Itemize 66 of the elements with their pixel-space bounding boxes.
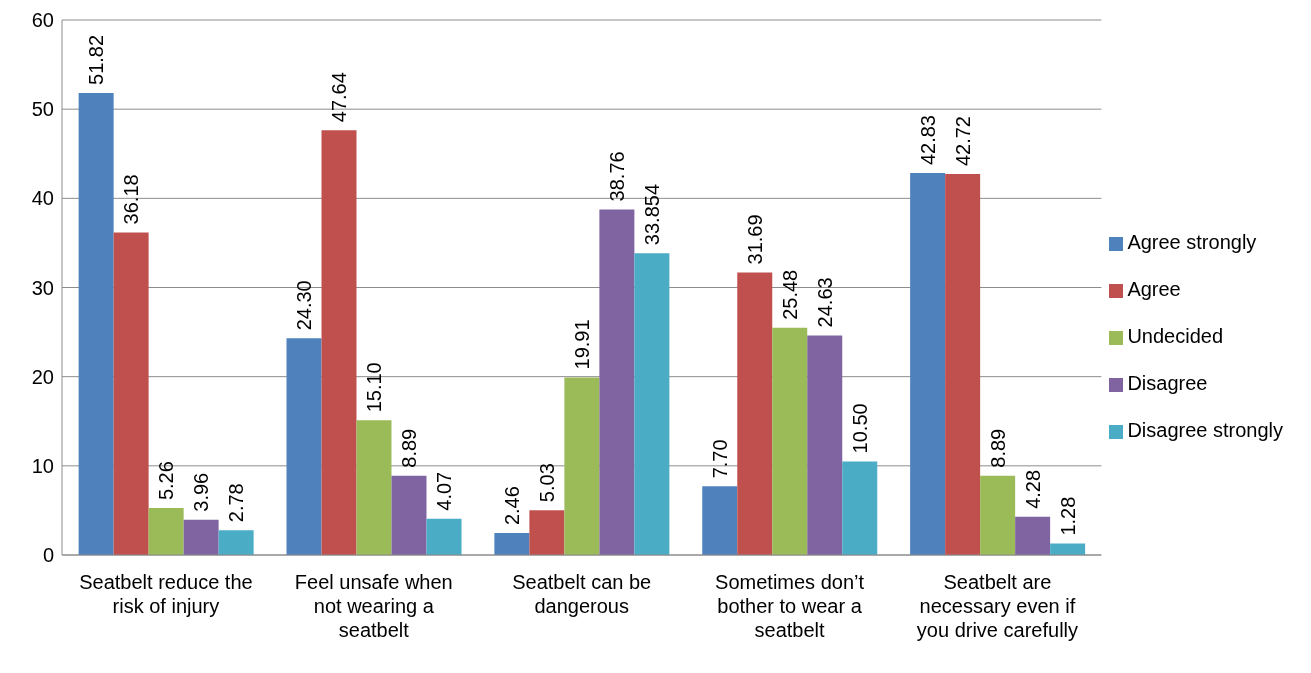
data-label: 42.83 [916, 115, 939, 166]
data-label: 1.28 [1056, 496, 1079, 536]
x-tick-label: Sometimes don’t bother to wear a seatbelt [715, 571, 865, 641]
legend-label: Disagree strongly [1127, 419, 1283, 441]
legend-label: Agree [1127, 278, 1181, 300]
data-label: 4.28 [1021, 469, 1044, 509]
bar [529, 510, 565, 555]
data-label: 19.91 [570, 319, 593, 370]
bar [321, 130, 357, 555]
data-label: 31.69 [743, 214, 766, 265]
y-tick-label: 20 [31, 365, 54, 388]
data-label: 5.03 [535, 463, 558, 503]
bar [356, 420, 392, 555]
y-tick-label: 0 [42, 544, 54, 567]
bar [772, 327, 808, 555]
data-label: 8.89 [398, 428, 421, 468]
bar [634, 253, 670, 555]
bar [1015, 516, 1051, 555]
y-tick-label: 10 [31, 454, 54, 477]
data-label: 25.48 [778, 269, 801, 320]
bar [980, 475, 1016, 555]
data-label: 7.70 [708, 439, 731, 479]
bar [807, 335, 843, 555]
bar [78, 92, 114, 555]
x-tick-label: Seatbelt are necessary even if you drive carefully [916, 571, 1079, 641]
bar [842, 461, 878, 555]
y-tick-label: 50 [31, 98, 54, 121]
data-label: 10.50 [848, 403, 871, 454]
y-tick-label: 40 [31, 187, 54, 210]
bar [494, 533, 530, 555]
data-label: 2.78 [225, 483, 248, 523]
data-label: 8.89 [986, 428, 1009, 468]
data-label: 51.82 [85, 34, 108, 85]
bar [218, 530, 254, 555]
x-tick-label: Seatbelt reduce the risk of injury [79, 571, 253, 617]
data-label: 36.18 [120, 174, 143, 225]
x-tick-label: Feel unsafe when not wearing a seatbelt [294, 571, 453, 641]
bar [599, 209, 635, 555]
data-label: 33.854 [640, 183, 663, 246]
bar [945, 174, 981, 555]
bar [286, 338, 322, 555]
data-label: 24.30 [293, 280, 316, 331]
data-label: 5.26 [155, 461, 178, 501]
bar [183, 519, 219, 555]
data-label: 15.10 [363, 362, 386, 413]
data-label: 2.46 [500, 486, 523, 526]
legend-label: Agree strongly [1127, 231, 1257, 253]
data-label: 3.96 [190, 472, 213, 512]
legend-label: Undecided [1127, 325, 1223, 347]
y-tick-label: 30 [31, 276, 54, 299]
bar [391, 475, 427, 555]
bar [148, 508, 184, 555]
bar [910, 173, 946, 555]
legend-label: Disagree [1127, 372, 1208, 394]
data-label: 42.72 [951, 116, 974, 167]
x-tick-label: Seatbelt can be dangerous [512, 571, 652, 617]
bar [702, 486, 738, 555]
bar [564, 377, 600, 555]
y-tick-label: 60 [31, 9, 54, 32]
bar [737, 272, 773, 555]
data-label: 24.63 [813, 277, 836, 328]
data-label: 38.76 [605, 151, 628, 202]
data-label: 4.07 [433, 471, 456, 511]
bar [426, 518, 462, 555]
bar [113, 232, 149, 555]
data-label: 47.64 [328, 72, 351, 123]
